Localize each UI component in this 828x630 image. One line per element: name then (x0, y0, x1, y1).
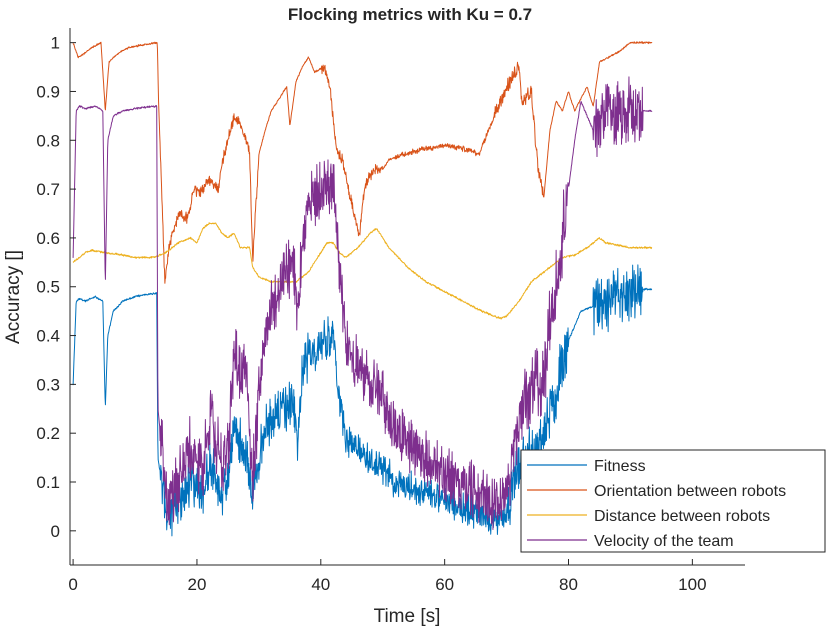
x-tick-label: 0 (68, 575, 77, 594)
axes (69, 28, 745, 566)
y-tick-label: 0.5 (36, 278, 60, 297)
plot-area (72, 41, 653, 537)
x-ticks: 0 20 40 60 80 100 (68, 559, 707, 594)
chart-title: Flocking metrics with Ku = 0.7 (288, 5, 532, 24)
x-tick-label: 80 (559, 575, 578, 594)
legend-label-2: Orientation between robots (594, 483, 786, 500)
series-line-3 (72, 222, 653, 320)
legend-label-3: Distance between robots (594, 508, 770, 525)
y-tick-label: 0.4 (36, 327, 60, 346)
legend-box (520, 449, 826, 553)
x-tick-label: 60 (435, 575, 454, 594)
y-tick-label: 0.2 (36, 424, 60, 443)
y-tick-label: 0.9 (36, 82, 60, 101)
y-tick-label: 0.8 (36, 131, 60, 150)
x-tick-label: 20 (187, 575, 206, 594)
series-line-4 (72, 76, 653, 530)
y-tick-label: 0.3 (36, 375, 60, 394)
legend-label-1: Fitness (594, 458, 646, 475)
y-tick-label: 0.7 (36, 180, 60, 199)
y-axis-label: Accuracy [] (3, 250, 24, 344)
y-tick-label: 1 (51, 34, 60, 53)
y-tick-label: 0 (51, 522, 60, 541)
y-tick-label: 0.1 (36, 473, 60, 492)
x-axis-label: Time [s] (374, 606, 441, 627)
y-tick-label: 0.6 (36, 229, 60, 248)
x-tick-label: 100 (678, 575, 706, 594)
legend: Fitness Orientation between robots Distanc… (520, 449, 826, 553)
y-ticks: 0 0.1 0.2 0.3 0.4 0.5 0.6 0.7 0.8 0.9 1 (36, 34, 76, 541)
x-tick-label: 40 (311, 575, 330, 594)
series-line-2 (72, 41, 653, 284)
legend-label-4: Velocity of the team (594, 533, 734, 550)
